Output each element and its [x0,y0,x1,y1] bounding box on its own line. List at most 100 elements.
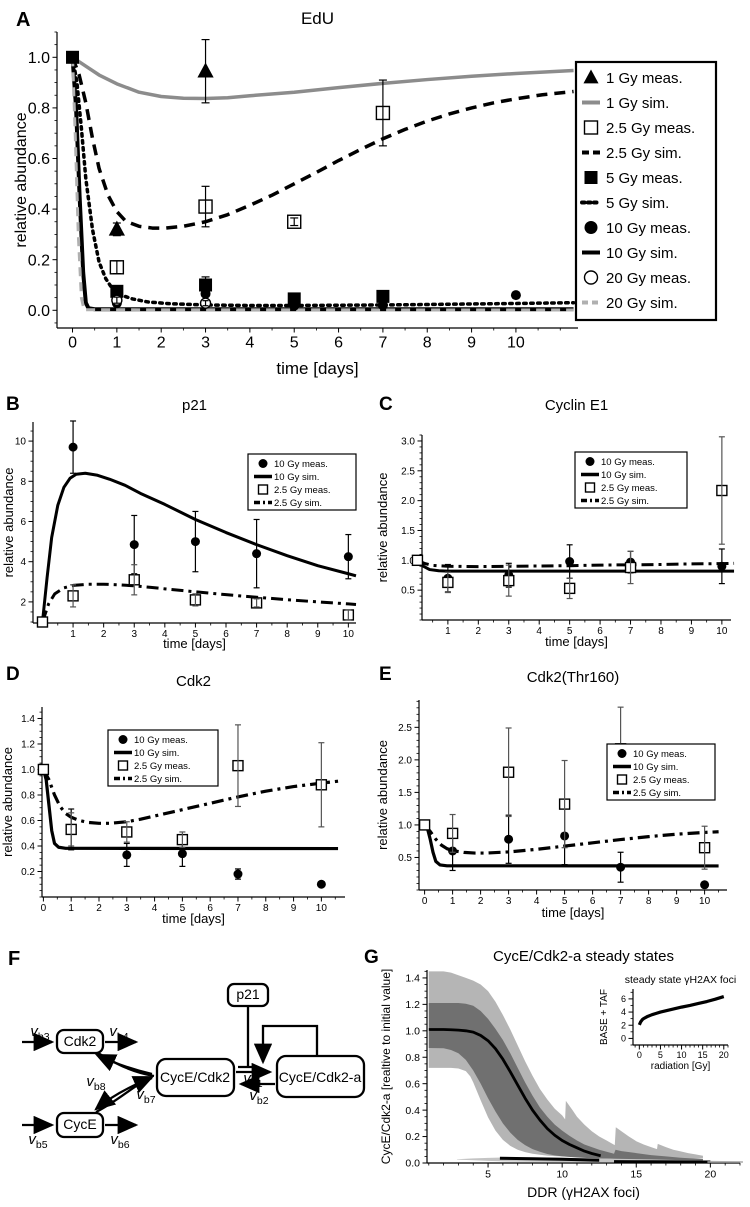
x-axis-label: time [days] [545,634,608,649]
chart-title: p21 [182,397,207,414]
node-cyce-cdk2-a-label: CycE/Cdk2-a [279,1069,362,1085]
svg-text:0: 0 [422,896,428,907]
axes: 0 1 2 3 4 5 6 7 8 9 10 0.0 0.2 0.4 0.6 0.8 1.0 [28,31,578,352]
svg-text:10 Gy sim.: 10 Gy sim. [633,762,678,773]
panel-label-A: A [16,9,30,31]
series-10-gy-sim- [40,471,357,623]
svg-text:6: 6 [597,626,603,637]
chart-title: Cdk2 [176,673,211,690]
svg-text:3: 3 [124,903,130,914]
rate-label-vb5: vb5 [28,1131,47,1151]
svg-text:6: 6 [207,903,213,914]
svg-text:9: 9 [291,903,297,914]
svg-text:1 Gy meas.: 1 Gy meas. [606,70,683,87]
x-axis-label: time [days] [162,911,225,926]
series-2-5-gy-sim- [41,768,339,825]
svg-text:5: 5 [290,335,299,352]
svg-text:0.0: 0.0 [405,1158,420,1170]
axes: 0 1 2 3 4 5 6 7 8 9 10 0.2 0.4 0.6 0.8 1.0 1.2 1.4 [21,707,345,914]
svg-text:8: 8 [20,477,26,488]
node-cyce-label: CycE [63,1116,96,1132]
svg-text:1.0: 1.0 [405,1025,420,1037]
y-axis-label: relative abundance [375,740,390,850]
svg-text:1.2: 1.2 [21,739,35,750]
svg-text:0: 0 [637,1050,642,1060]
svg-text:1.5: 1.5 [398,788,412,799]
svg-text:7: 7 [235,903,241,914]
series-2-5-gy-sim- [423,823,719,855]
svg-text:7: 7 [378,335,387,352]
svg-text:0: 0 [41,903,47,914]
series-median-lower-steady-state-1 [499,1156,600,1162]
svg-text:3: 3 [506,626,512,637]
svg-text:0.8: 0.8 [405,1052,420,1064]
svg-text:2.5: 2.5 [398,723,412,734]
svg-text:10: 10 [15,437,27,448]
rate-label-vb3: vb3 [30,1023,49,1043]
svg-text:20 Gy meas.: 20 Gy meas. [606,270,691,287]
arrow-vb8-to-cdk2 [94,1053,153,1076]
legend: 10 Gy meas. 10 Gy sim. 2.5 Gy meas. 2.5 Gy … [606,743,716,801]
svg-text:8: 8 [646,896,652,907]
svg-text:2: 2 [101,629,107,640]
chart-title: steady state γH2AX foci [625,974,736,986]
svg-text:0.4: 0.4 [21,841,35,852]
series-2-5-gy-meas- [36,564,355,628]
svg-text:0.4: 0.4 [405,1105,420,1117]
svg-text:10 Gy meas.: 10 Gy meas. [134,735,188,746]
panel-a-edu-chart: A 0 1 2 3 4 5 6 7 8 9 10 0.0 0.2 0.4 0.6 0.8 1.0 EdU time [… [13,9,718,378]
svg-text:2.5 Gy meas.: 2.5 Gy meas. [606,120,695,137]
svg-text:1.0: 1.0 [28,50,50,67]
svg-text:3.0: 3.0 [401,436,415,447]
y-axis-label: CycE/Cdk2-a [realtive to initial value] [379,969,393,1164]
svg-text:3: 3 [506,896,512,907]
svg-text:7: 7 [618,896,624,907]
svg-text:1: 1 [68,903,74,914]
panel-d-cdk2-chart: D 0 1 2 3 4 5 6 7 8 9 10 0.2 0.4 0.6 0.8 1.0 1.2 1.4 Cdk2 ti… [0,664,345,926]
svg-text:8: 8 [284,629,290,640]
panel-label-E: E [379,664,392,685]
node-cyce [55,1111,105,1139]
svg-text:5 Gy meas.: 5 Gy meas. [606,170,683,187]
legend: 10 Gy meas. 10 Gy sim. 2.5 Gy meas. 2.5 Gy … [247,453,357,511]
node-p21-label: p21 [236,986,260,1002]
svg-text:0.4: 0.4 [28,202,50,219]
x-axis-label: time [days] [163,636,226,651]
panel-label-C: C [379,394,393,415]
chart-title: EdU [301,9,334,28]
node-p21 [226,982,270,1008]
svg-text:5: 5 [180,903,186,914]
svg-text:9: 9 [674,896,680,907]
axes: 0 5 10 15 20 0 2 4 6 [621,989,729,1060]
node-cdk2-label: Cdk2 [64,1033,97,1049]
y-axis-label: relative abundance [1,468,16,578]
svg-text:8: 8 [263,903,269,914]
svg-text:0.8: 0.8 [28,100,50,117]
svg-text:15: 15 [630,1168,642,1180]
svg-text:10 Gy meas.: 10 Gy meas. [606,220,691,237]
series-2-5-gy-sim- [416,558,735,569]
svg-text:1: 1 [445,626,451,637]
series-2-5-gy-sim- [70,56,574,230]
svg-text:0.2: 0.2 [405,1131,420,1143]
legend: 10 Gy meas. 10 Gy sim. 2.5 Gy meas. 2.5 Gy … [107,729,219,787]
panel-c-cyclin-e1-chart: C 1 2 3 4 5 6 7 8 9 10 0.5 1.0 1.5 2.0 2.5 3.0 Cyclin E1 t… [375,394,735,649]
svg-text:5: 5 [567,626,573,637]
svg-text:10 Gy sim.: 10 Gy sim. [134,748,179,759]
svg-text:6: 6 [20,517,26,528]
svg-text:2: 2 [478,896,484,907]
svg-text:1.2: 1.2 [405,999,420,1011]
series-10-gy-sim- [41,769,339,851]
arrow-vb8-to-cyce [94,1076,153,1111]
svg-text:10 Gy meas.: 10 Gy meas. [601,457,655,468]
svg-text:1: 1 [70,629,76,640]
svg-text:7: 7 [254,629,260,640]
svg-text:5: 5 [485,1168,491,1180]
panel-f-pathway-diagram: F p21 Cdk2 CycE CycE/Cdk2 CycE/Cdk2-a vb… [8,948,366,1151]
svg-text:9: 9 [467,335,476,352]
series-5-gy-sim- [70,55,576,308]
svg-text:10: 10 [716,626,728,637]
svg-text:10: 10 [556,1168,568,1180]
svg-text:9: 9 [689,626,695,637]
svg-text:4: 4 [245,335,254,352]
